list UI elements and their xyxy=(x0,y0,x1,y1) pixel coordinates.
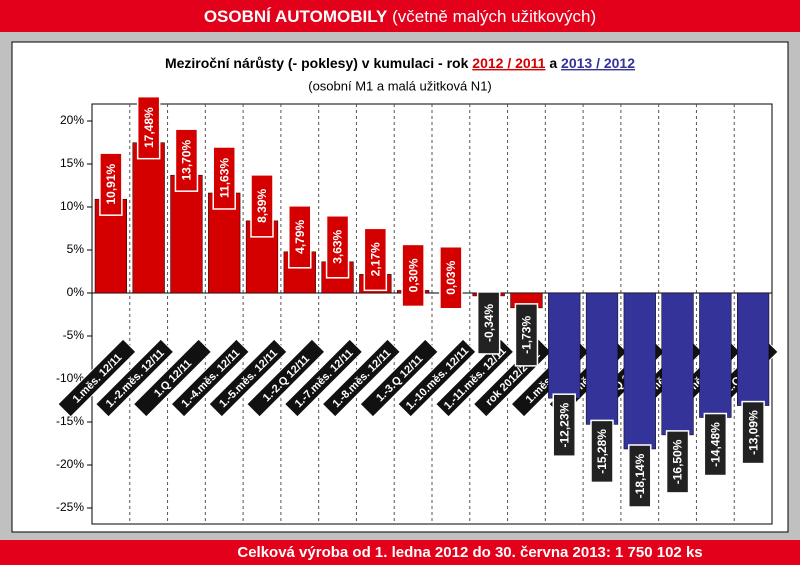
value-label-box: 13,70% xyxy=(174,128,199,192)
y-tick-label: 10% xyxy=(60,199,84,213)
label-bg xyxy=(439,245,463,310)
label-bg xyxy=(136,95,161,160)
bar xyxy=(132,142,165,294)
bar xyxy=(585,292,619,425)
category-bg xyxy=(321,338,401,418)
legend-entry: 2012 / 2011 xyxy=(472,55,545,71)
label-bg xyxy=(288,205,312,269)
value-label-box: 4,79% xyxy=(288,205,312,269)
label-bg xyxy=(552,393,576,457)
category-bg xyxy=(208,338,288,418)
category-bg xyxy=(435,338,515,418)
note: (osobní M1 a malá užitková N1) xyxy=(308,78,492,93)
value-label: -16,50% xyxy=(671,439,685,484)
value-label-box: -16,50% xyxy=(665,430,690,494)
y-tick-label: -15% xyxy=(56,414,84,428)
y-tick-label: -25% xyxy=(56,500,84,514)
title-group: OSOBNÍ AUTOMOBILY (včetně malých užitkov… xyxy=(204,7,596,26)
value-label-box: -12,23% xyxy=(552,393,576,457)
y-tick-label: 0% xyxy=(67,285,85,299)
y-tick-label: -20% xyxy=(56,457,84,471)
category-bg xyxy=(246,338,326,418)
label-bg xyxy=(325,215,350,279)
bar xyxy=(699,292,732,418)
bar xyxy=(170,174,203,294)
subtitle: Meziroční nárůsty (- poklesy) v kumulaci… xyxy=(165,55,635,71)
value-label: -1,73% xyxy=(520,316,534,354)
value-label-box: 8,39% xyxy=(250,174,274,238)
label-bg xyxy=(514,303,539,367)
category-bg xyxy=(170,338,250,418)
value-label-box: -15,28% xyxy=(590,419,614,484)
value-label: 11,63% xyxy=(217,158,231,198)
value-label: -0,34% xyxy=(482,304,496,342)
value-label: -13,09% xyxy=(746,410,760,455)
label-bg xyxy=(363,227,388,292)
value-label: 10,91% xyxy=(104,163,118,204)
y-tick-label: -5% xyxy=(63,328,85,342)
category-bg xyxy=(132,338,213,418)
subtitle-joiner: a xyxy=(549,55,557,71)
bar xyxy=(661,292,694,436)
value-label: 0,03% xyxy=(444,260,458,294)
y-tick-label: 15% xyxy=(60,156,84,170)
category-bg xyxy=(359,338,439,418)
footer: Celková výroba od 1. ledna 2012 do 30. č… xyxy=(237,544,702,561)
y-tick-label: 5% xyxy=(67,242,85,256)
value-label-box: -13,09% xyxy=(741,400,765,465)
label-bg xyxy=(99,152,123,216)
label-bg xyxy=(741,400,765,465)
label-bg xyxy=(401,243,425,308)
value-label: 8,39% xyxy=(255,189,269,223)
label-bg xyxy=(476,291,501,355)
label-bg xyxy=(665,430,690,494)
value-label-box: 10,91% xyxy=(99,152,123,216)
label-bg xyxy=(703,412,728,477)
value-label: -14,48% xyxy=(709,422,723,467)
value-label: -18,14% xyxy=(633,453,647,498)
value-label-box: 0,30% xyxy=(401,243,425,308)
y-tick-label: 20% xyxy=(60,113,84,127)
value-label-box: 17,48% xyxy=(136,95,161,160)
value-label: -15,28% xyxy=(595,429,609,474)
category-bg xyxy=(95,338,175,418)
value-label: 0,30% xyxy=(406,258,420,292)
label-bg xyxy=(212,146,236,210)
bar xyxy=(736,292,770,406)
chart-title: OSOBNÍ AUTOMOBILY xyxy=(204,7,388,26)
subtitle-prefix: Meziroční nárůsty (- poklesy) v kumulaci… xyxy=(165,55,469,71)
bar xyxy=(623,292,656,450)
label-bg xyxy=(174,128,199,192)
value-label-box: -1,73% xyxy=(514,303,539,367)
bar xyxy=(548,292,581,399)
value-label: 3,63% xyxy=(331,229,345,263)
legend-entry: 2013 / 2012 xyxy=(561,55,635,71)
title-banner xyxy=(0,0,800,32)
category-bg xyxy=(283,338,364,418)
y-tick-label: -10% xyxy=(56,371,84,385)
label-bg xyxy=(250,174,274,238)
title-suffix: (včetně malých užitkových) xyxy=(392,7,596,26)
value-label-box: -0,34% xyxy=(476,291,501,355)
value-label: 17,48% xyxy=(142,107,156,148)
value-label-box: 11,63% xyxy=(212,146,236,210)
label-bg xyxy=(628,444,652,508)
value-label-box: 3,63% xyxy=(325,215,350,279)
value-label-box: 2,17% xyxy=(363,227,388,292)
value-label: 4,79% xyxy=(293,219,307,253)
value-label-box: -18,14% xyxy=(628,444,652,508)
value-label-box: -14,48% xyxy=(703,412,728,477)
value-label: 2,17% xyxy=(369,242,383,276)
value-label-box: 0,03% xyxy=(439,245,463,310)
value-label: -12,23% xyxy=(557,403,571,448)
category-bg xyxy=(397,338,477,418)
category-bg xyxy=(57,338,137,418)
label-bg xyxy=(590,419,614,484)
value-label: 13,70% xyxy=(180,140,194,181)
footer-banner xyxy=(0,540,800,565)
